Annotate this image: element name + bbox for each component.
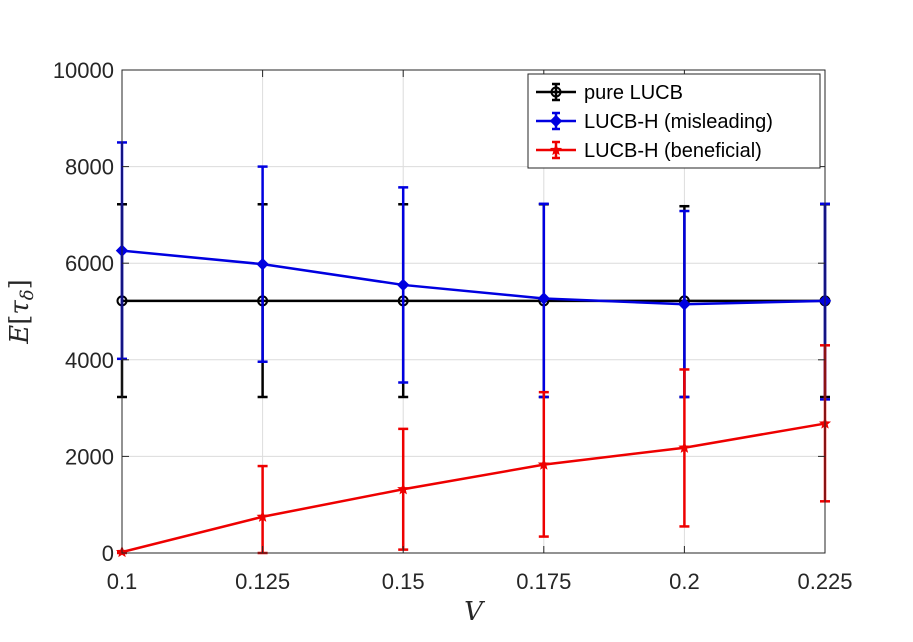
y-axis-label: E[τδ] — [5, 279, 38, 345]
axes-box — [121, 69, 826, 554]
data-point-1-4 — [678, 298, 691, 311]
x-tick-label-1: 0.125 — [235, 569, 290, 594]
x-tick-label-5: 0.225 — [797, 569, 852, 594]
ticks: 0.1 0.125 0.15 0.175 0.2 0.225 0 2000 4000 6000 80… — [53, 58, 853, 594]
x-tick-label-4: 0.2 — [669, 569, 700, 594]
y-axis-label-close: ] — [5, 279, 35, 289]
y-axis-label-open: [ — [5, 315, 35, 325]
data-point-2-3 — [537, 458, 550, 470]
y-tick-label-0: 0 — [102, 541, 114, 566]
legend-label-2: LUCB-H (beneficial) — [584, 140, 762, 162]
y-axis-label-symbol: τ — [5, 300, 35, 315]
data-point-1-3 — [537, 292, 551, 305]
legend-entry-1: LUCB-H (misleading) — [536, 111, 773, 133]
series-layer — [115, 141, 832, 558]
x-tick-label-3: 0.175 — [516, 569, 571, 594]
legend-marker-2 — [549, 143, 563, 156]
y-tick-label-1: 2000 — [65, 444, 114, 469]
y-tick-label-5: 10000 — [53, 58, 114, 83]
y-axis-label-base: E — [5, 325, 35, 345]
y-tick-label-3: 6000 — [65, 251, 114, 276]
data-point-2-4 — [678, 441, 691, 453]
data-point-2-1 — [256, 510, 269, 522]
legend: pure LUCB LUCB-H (misleading) LUCB-H (bene… — [527, 73, 821, 169]
legend-marker-0 — [550, 86, 562, 98]
x-tick-label-2: 0.15 — [382, 569, 425, 594]
y-axis-label-subscript: δ — [17, 289, 38, 300]
legend-entry-2: LUCB-H (beneficial) — [536, 140, 762, 162]
legend-entry-0: pure LUCB — [536, 82, 683, 104]
y-tick-label-2: 4000 — [65, 348, 114, 373]
data-point-1-2 — [396, 278, 410, 292]
legend-box — [527, 73, 821, 169]
legend-marker-1 — [549, 114, 563, 128]
x-axis-label: V — [464, 597, 485, 627]
x-tick-label-0: 0.1 — [107, 569, 138, 594]
series-line-1 — [121, 249, 826, 306]
legend-label-0: pure LUCB — [584, 82, 683, 104]
legend-label-1: LUCB-H (misleading) — [584, 111, 773, 133]
data-point-1-1 — [256, 257, 269, 271]
data-point-2-2 — [397, 482, 410, 495]
series-line-2 — [121, 422, 826, 554]
y-tick-label-4: 8000 — [65, 155, 114, 180]
